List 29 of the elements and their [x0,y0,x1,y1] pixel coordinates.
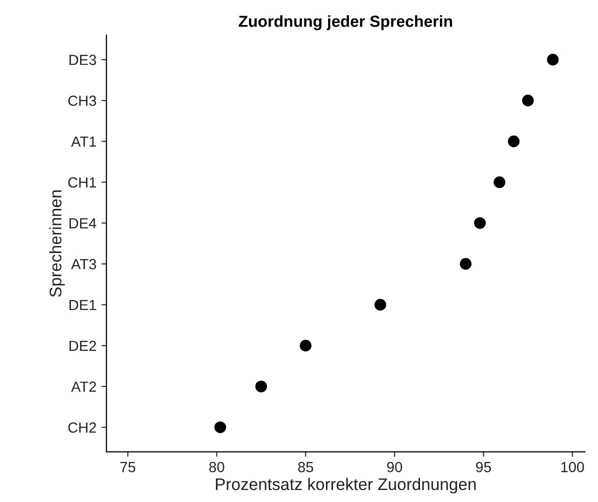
point [474,217,486,229]
chart-title: Zuordnung jeder Sprecherin [238,15,452,30]
x-axis-title: Prozentsatz korrekter Zuordnungen [216,478,476,494]
point [508,136,520,148]
point [546,54,559,66]
point [522,94,534,106]
point [300,340,312,352]
x-tick-label: 80 [209,462,224,472]
x-tick-label: 95 [476,462,491,472]
y-tick-label: AT3 [71,258,96,270]
y-tick-label: AT1 [71,136,96,147]
y-tick-label: DE4 [70,218,96,228]
y-tick-label: DE3 [70,54,96,66]
point [374,298,386,311]
point [460,258,472,270]
x-tick-label: 100 [561,462,584,472]
y-tick-label: CH2 [68,422,96,433]
y-tick-label: DE2 [70,340,96,351]
point [255,380,268,392]
x-tick-label: 90 [387,462,402,472]
y-tick-label: CH1 [68,177,96,188]
y-axis-title: Sprecherinnen [49,190,65,297]
x-tick-label: 75 [120,462,136,472]
y-tick-label: CH3 [68,96,96,106]
y-tick-label: AT2 [71,382,96,392]
x-tick-label: 85 [298,462,314,472]
point [494,176,506,188]
y-tick-label: DE1 [70,300,96,310]
point [214,421,226,434]
